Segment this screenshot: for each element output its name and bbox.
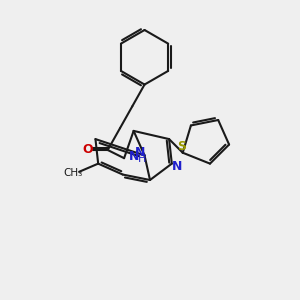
Text: O: O bbox=[82, 143, 93, 157]
Text: N: N bbox=[129, 150, 140, 163]
Text: S: S bbox=[177, 140, 186, 153]
Text: H: H bbox=[138, 154, 146, 164]
Text: N: N bbox=[172, 160, 182, 173]
Text: N: N bbox=[135, 146, 146, 159]
Text: CH₃: CH₃ bbox=[64, 168, 83, 178]
